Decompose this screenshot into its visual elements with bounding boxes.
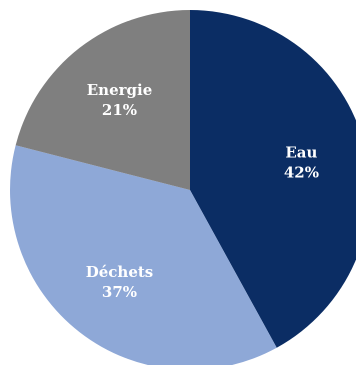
pie-labels: Eau 42% Déchets 37% Energie 21% — [86, 81, 319, 301]
slice-value-label: 42% — [284, 163, 319, 181]
slice-name-label: Eau — [285, 143, 317, 161]
pie-slice-1 — [10, 145, 277, 365]
slice-name-label: Déchets — [86, 263, 154, 281]
slice-value-label: 37% — [102, 283, 137, 301]
slice-name-label: Energie — [87, 81, 153, 99]
slice-value-label: 21% — [102, 101, 137, 119]
pie-slices — [10, 10, 356, 365]
pie-slice-0 — [190, 10, 356, 348]
pie-slice-2 — [15, 10, 190, 190]
